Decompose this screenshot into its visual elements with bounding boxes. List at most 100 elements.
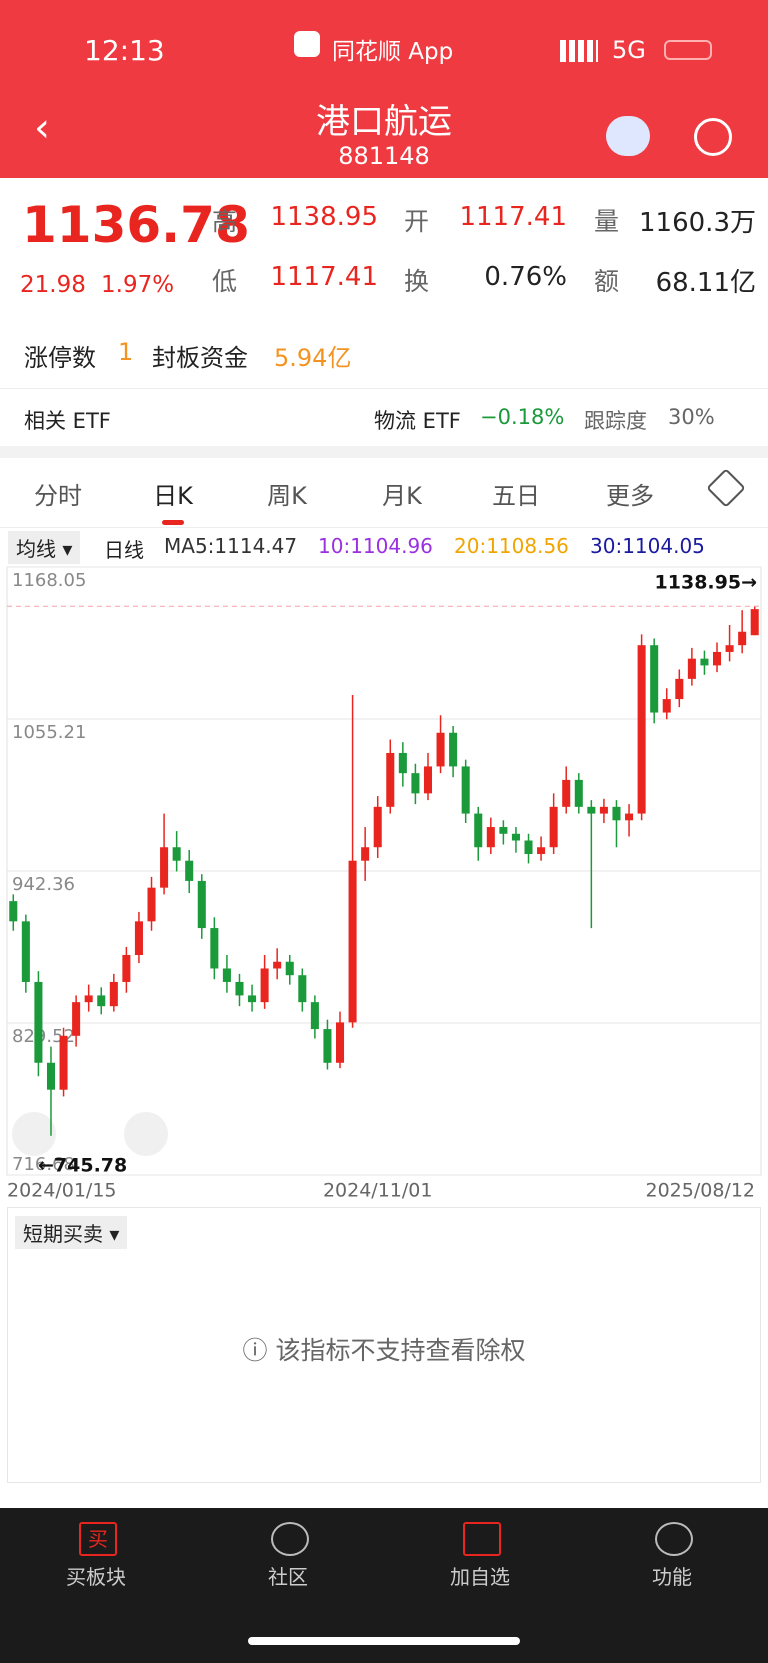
field-value: 1117.41: [459, 202, 567, 232]
candle-body: [738, 631, 747, 646]
candle-body: [248, 995, 257, 1003]
etf-label: 相关 ETF: [24, 409, 111, 433]
candle-body: [386, 752, 395, 807]
nav-icon[interactable]: [271, 1522, 309, 1556]
candle-body: [134, 921, 143, 956]
nav-label[interactable]: 社区: [268, 1565, 308, 1589]
assistant-button[interactable]: [606, 116, 650, 156]
track-value: 30%: [668, 405, 715, 429]
indicator-selector[interactable]: 短期买卖 ▾: [15, 1216, 128, 1249]
indicator-message: ⓘ 该指标不支持查看除权: [242, 1336, 526, 1365]
fullscreen-button[interactable]: [124, 1112, 168, 1156]
stock-code: 881148: [338, 142, 430, 170]
candle-body: [587, 806, 596, 814]
tab-indicator: [162, 520, 184, 525]
period-tab[interactable]: 五日: [492, 482, 540, 510]
limit-label: 涨停数: [24, 344, 96, 372]
candle-body: [511, 833, 520, 841]
fund-label: 封板资金: [152, 344, 248, 372]
back-button[interactable]: ‹: [34, 105, 50, 151]
nav-label[interactable]: 功能: [652, 1565, 692, 1589]
period-tab[interactable]: 分时: [34, 482, 82, 510]
field-value: 1160.3万: [639, 208, 756, 238]
x-tick-label: 2024/01/15: [7, 1180, 117, 1202]
candle-body: [97, 995, 106, 1007]
expand-left-button[interactable]: [12, 1112, 56, 1156]
nav-label[interactable]: 加自选: [450, 1565, 510, 1589]
field-label: 开: [404, 207, 430, 236]
ma-selector-text: 均线: [16, 537, 56, 561]
period-tab[interactable]: 月K: [382, 482, 422, 510]
ma-value: MA5:1114.47: [164, 534, 298, 558]
nav-icon[interactable]: 买: [79, 1522, 117, 1556]
candle-body: [675, 678, 684, 700]
nav-icon[interactable]: [655, 1522, 693, 1556]
price-change: 21.98: [20, 272, 86, 298]
nav-icon[interactable]: [463, 1522, 501, 1556]
period-tab[interactable]: 更多: [606, 482, 654, 510]
indicator-panel: [7, 1207, 761, 1483]
candle-body: [222, 968, 231, 982]
candle-body: [235, 981, 244, 996]
ma-value: 30:1104.05: [590, 534, 705, 558]
candle-body: [273, 961, 282, 969]
nav-label[interactable]: 买板块: [66, 1565, 126, 1589]
field-label: 量: [594, 207, 620, 236]
header-bar: 12:13 同花顺 App 5G ‹ 港口航运 881148: [0, 0, 768, 178]
etf-name: 物流 ETF: [374, 409, 461, 433]
status-network: 5G: [612, 36, 646, 64]
candle-body: [361, 847, 370, 861]
candle-body: [725, 645, 734, 652]
field-label: 高: [212, 207, 238, 236]
candle-body: [59, 1035, 68, 1090]
x-tick-label: 2025/08/12: [645, 1180, 755, 1202]
period-tab[interactable]: 周K: [267, 482, 307, 510]
search-button[interactable]: [694, 118, 732, 156]
candle-body: [662, 699, 671, 713]
candle-body: [436, 732, 445, 767]
home-indicator: [248, 1637, 520, 1645]
ma-selector[interactable]: 均线 ▾: [8, 531, 81, 564]
candle-body: [34, 981, 43, 1063]
candle-body: [21, 921, 30, 982]
candle-body: [185, 860, 194, 881]
y-tick-label: 716.68: [12, 1154, 75, 1175]
field-label: 换: [404, 267, 430, 296]
field-value: 0.76%: [484, 262, 567, 292]
candle-body: [524, 840, 533, 854]
candle-body: [537, 847, 546, 854]
ma-value: 10:1104.96: [318, 534, 433, 558]
y-tick-label: 1168.05: [12, 570, 86, 591]
y-tick-label: 829.52: [12, 1026, 75, 1047]
candle-body: [298, 975, 307, 1003]
signal-icon: [560, 40, 598, 62]
candle-body: [599, 806, 608, 814]
candle-body: [310, 1002, 319, 1030]
period-tab[interactable]: 日K: [153, 482, 193, 510]
candle-body: [499, 827, 508, 834]
candle-body: [172, 847, 181, 861]
candle-body: [197, 880, 206, 929]
candle-body: [398, 752, 407, 774]
field-label: 额: [594, 267, 620, 296]
etf-change: −0.18%: [480, 405, 565, 429]
limit-count: 1: [118, 338, 134, 366]
candle-body: [574, 779, 583, 807]
field-value: 1138.95: [270, 202, 378, 232]
ma-value: 20:1108.56: [454, 534, 569, 558]
track-label: 跟踪度: [584, 409, 647, 433]
price-change-pct: 1.97%: [101, 272, 175, 298]
annotation: ←745.78: [38, 1154, 127, 1176]
last-price: 1136.78: [22, 196, 250, 254]
indicator-message-text: 该指标不支持查看除权: [275, 1336, 526, 1365]
spacer: [0, 446, 768, 458]
annotation: 1138.95→: [655, 572, 757, 594]
candle-body: [549, 806, 558, 848]
fund-value: 5.94亿: [274, 344, 352, 372]
candle-body: [449, 732, 458, 767]
candle-body: [712, 651, 722, 666]
candle-body: [210, 928, 219, 969]
candle-body: [348, 860, 357, 1023]
candle-body: [160, 847, 169, 888]
